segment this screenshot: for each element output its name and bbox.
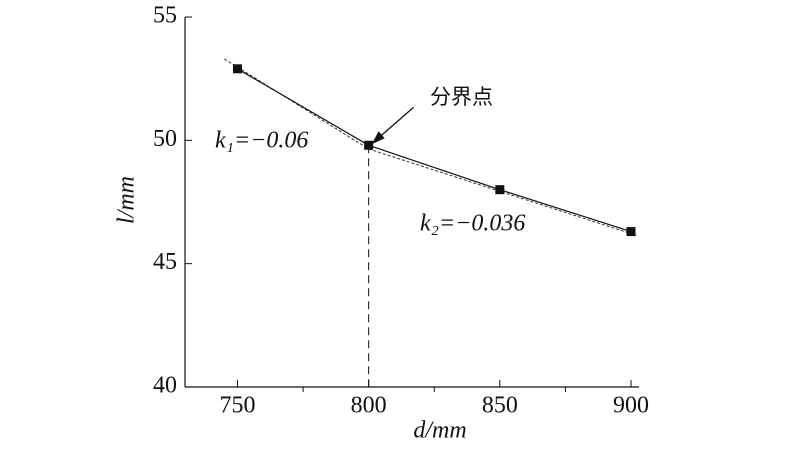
- data-line: [237, 68, 632, 233]
- annotation: 分界点: [430, 85, 493, 109]
- x-tick-label: 850: [482, 393, 518, 419]
- arrow-head: [371, 131, 385, 145]
- fit-line: [224, 58, 369, 150]
- x-axis-label: d/mm: [413, 418, 466, 444]
- y-tick-label: 40: [153, 373, 177, 399]
- data-point: [232, 64, 242, 74]
- y-axis-label: l/mm: [114, 176, 140, 224]
- y-tick-label: 45: [153, 249, 177, 275]
- x-tick-label: 800: [351, 393, 387, 419]
- y-tick-label: 55: [153, 3, 177, 29]
- x-tick-label: 750: [219, 393, 255, 419]
- data-point: [626, 227, 636, 237]
- annotation: k₂=−0.036: [420, 211, 525, 237]
- x-tick-label: 900: [613, 393, 649, 419]
- data-point: [495, 185, 505, 195]
- y-tick-label: 50: [153, 126, 177, 152]
- annotation: k₁=−0.06: [215, 128, 308, 154]
